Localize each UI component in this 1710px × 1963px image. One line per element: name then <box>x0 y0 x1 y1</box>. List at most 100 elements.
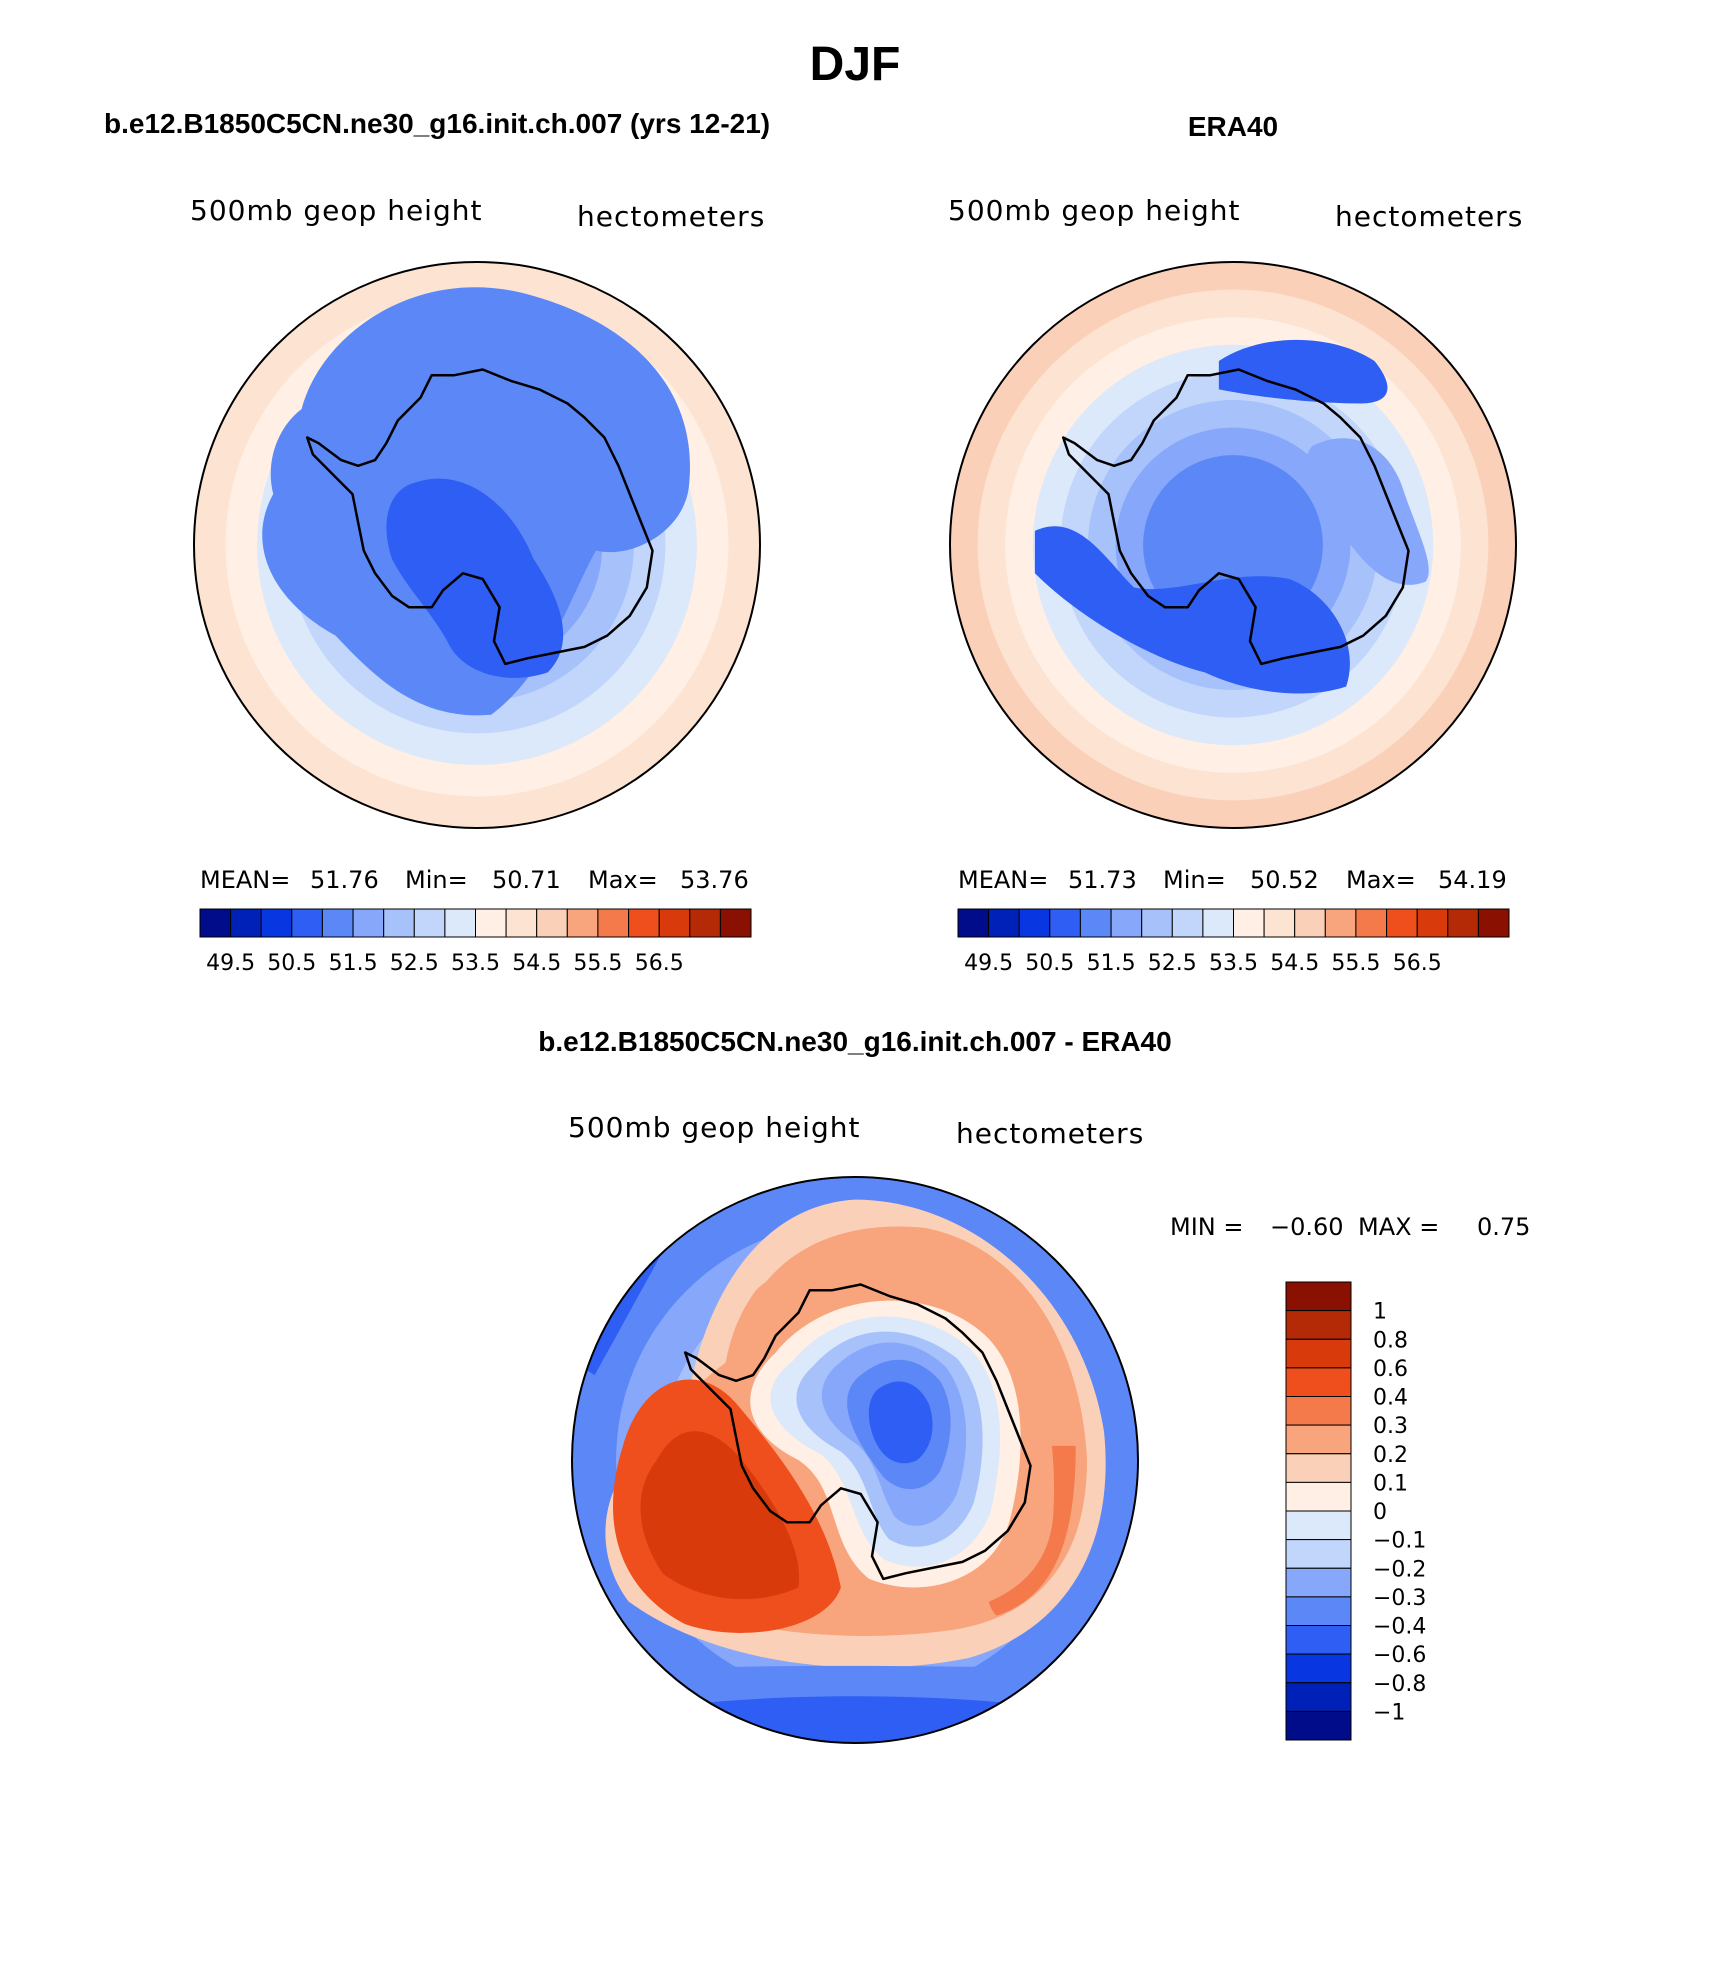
panel-difference-colorbar-box-2 <box>1285 1338 1352 1369</box>
panel-model-colorbar-label-0: 49.5 <box>206 951 255 976</box>
panel-era40-colorbar-box-5 <box>1110 908 1143 938</box>
panel-difference-colorbar-label-1: 0.8 <box>1373 1328 1408 1353</box>
panel-model-min-value: 50.71 <box>492 866 561 894</box>
panel-era40-colorbar-label-4: 53.5 <box>1209 951 1258 976</box>
panel-model-colorbar-box-0 <box>199 908 232 938</box>
panel-difference-colorbar-box-15 <box>1285 1710 1352 1741</box>
panel-model-colorbar-box-3 <box>291 908 323 938</box>
panel-difference: b.e12.B1850C5CN.ne30_g16.init.ch.007 - E… <box>538 1026 1530 1744</box>
panel-model-colorbar-label-3: 52.5 <box>390 951 439 976</box>
panel-era40-colorbar-box-10 <box>1263 908 1296 938</box>
panel-difference-colorbar-box-1 <box>1285 1310 1352 1340</box>
panel-difference-colorbar-box-4 <box>1285 1396 1352 1426</box>
panel-difference-colorbar-box-11 <box>1285 1596 1352 1627</box>
panel-model-colorbar-label-1: 50.5 <box>267 951 316 976</box>
panel-era40-colorbar-label-3: 52.5 <box>1148 951 1197 976</box>
panel-era40-max-label: Max= <box>1346 866 1416 894</box>
panel-difference-colorbar-box-12 <box>1285 1625 1352 1655</box>
panel-difference-min-label: MIN = <box>1170 1213 1243 1241</box>
panel-model-mean-label: MEAN= <box>200 866 290 894</box>
panel-era40-colorbar-box-9 <box>1233 908 1265 938</box>
panel-difference-max-label: MAX = <box>1358 1213 1439 1241</box>
panel-model-map-border <box>193 261 761 829</box>
panel-difference-heading: b.e12.B1850C5CN.ne30_g16.init.ch.007 - E… <box>538 1026 1171 1057</box>
panel-era40-colorbar-box-8 <box>1202 908 1235 938</box>
panel-difference-colorbar-box-13 <box>1285 1653 1352 1684</box>
panel-era40-colorbar-label-7: 56.5 <box>1393 951 1442 976</box>
panel-difference-contour-region-5 <box>640 1431 800 1600</box>
panel-model-colorbar-box-11 <box>536 908 568 938</box>
panel-era40-colorbar-label-1: 50.5 <box>1025 951 1074 976</box>
panel-difference-contour-region-14 <box>656 1696 1054 1743</box>
panel-difference-units: hectometers <box>956 1117 1144 1150</box>
panel-era40-contour-region-2 <box>1218 339 1388 404</box>
panel-era40-contour-region-0 <box>1306 438 1429 585</box>
panel-model-field-label: 500mb geop height <box>190 194 482 227</box>
panel-model-colorbar-box-8 <box>444 908 476 938</box>
panel-era40-mean-value: 51.73 <box>1068 866 1137 894</box>
panel-difference-colorbar-label-11: −0.4 <box>1373 1615 1426 1640</box>
panel-era40-map-border <box>949 261 1517 829</box>
panel-model-colorbar-box-6 <box>383 908 415 938</box>
panel-model-colorbar-label-2: 51.5 <box>329 951 378 976</box>
panel-model-colorbar-label-7: 56.5 <box>635 951 684 976</box>
panel-era40-colorbar-label-2: 51.5 <box>1087 951 1136 976</box>
panel-difference-colorbar-label-5: 0.2 <box>1373 1443 1408 1468</box>
panel-era40-colorbar-box-12 <box>1324 908 1357 938</box>
panel-difference-stats: MIN = −0.60 MAX = 0.75 <box>1170 1213 1530 1241</box>
panel-era40-contour-region-1 <box>1034 526 1350 694</box>
panel-model-polar-map <box>194 262 760 828</box>
panel-era40-antarctica-coastline <box>1061 368 1410 666</box>
panel-difference-polar-map <box>572 1177 1138 1743</box>
panel-difference-colorbar-box-14 <box>1285 1682 1352 1712</box>
figure-title: DJF <box>810 38 901 91</box>
panel-difference-colorbar-label-8: −0.1 <box>1373 1529 1426 1554</box>
panel-era40-colorbar-box-3 <box>1049 908 1081 938</box>
panel-difference-colorbar-box-9 <box>1285 1539 1352 1569</box>
panel-model-colorbar-box-10 <box>505 908 538 938</box>
panel-model-colorbar-box-2 <box>260 908 293 938</box>
panel-model-units: hectometers <box>577 200 765 233</box>
panel-model-colorbar-box-7 <box>413 908 446 938</box>
panel-model-colorbar-box-15 <box>658 908 691 938</box>
panel-era40-min-label: Min= <box>1163 866 1226 894</box>
panel-era40-heading: ERA40 <box>1188 111 1278 142</box>
panel-model-antarctica-coastline <box>305 368 654 666</box>
panel-era40: ERA40 500mb geop height hectometers MEAN… <box>948 111 1522 976</box>
panel-difference-max-value: 0.75 <box>1477 1213 1530 1241</box>
panel-model-min-label: Min= <box>405 866 468 894</box>
panel-difference-colorbar-box-3 <box>1285 1367 1352 1398</box>
panel-difference-colorbar-label-10: −0.3 <box>1373 1586 1426 1611</box>
panel-model-colorbar: 49.5 50.5 51.5 52.5 53.5 54.5 55.5 56.5 <box>199 908 752 976</box>
panel-era40-colorbar-box-16 <box>1447 908 1479 938</box>
panel-difference-colorbar-label-14: −1 <box>1373 1700 1405 1725</box>
panel-era40-colorbar-box-2 <box>1018 908 1051 938</box>
panel-era40-colorbar: 49.5 50.5 51.5 52.5 53.5 54.5 55.5 56.5 <box>957 908 1510 976</box>
panel-era40-colorbar-box-17 <box>1477 908 1510 938</box>
panel-difference-colorbar-label-13: −0.8 <box>1373 1672 1426 1697</box>
panel-era40-colorbar-box-14 <box>1386 908 1418 938</box>
panel-model-max-label: Max= <box>588 866 658 894</box>
panel-difference-colorbar-label-0: 1 <box>1373 1300 1387 1325</box>
panel-difference-colorbar-box-8 <box>1285 1510 1352 1541</box>
panel-difference-colorbar-box-7 <box>1285 1481 1352 1512</box>
panel-era40-min-value: 50.52 <box>1250 866 1319 894</box>
panel-model-colorbar-label-6: 55.5 <box>573 951 622 976</box>
panel-era40-colorbar-label-5: 54.5 <box>1270 951 1319 976</box>
panel-era40-mean-label: MEAN= <box>958 866 1048 894</box>
panel-era40-colorbar-box-13 <box>1355 908 1388 938</box>
panel-model-colorbar-box-14 <box>628 908 660 938</box>
panel-era40-colorbar-box-15 <box>1416 908 1449 938</box>
panel-difference-colorbar-box-0 <box>1285 1281 1352 1312</box>
panel-difference-min-value: −0.60 <box>1270 1213 1344 1241</box>
panel-era40-colorbar-label-6: 55.5 <box>1331 951 1380 976</box>
panel-model-contour-region-1 <box>386 478 564 678</box>
panel-era40-stats: MEAN= 51.73 Min= 50.52 Max= 54.19 <box>958 866 1507 894</box>
panel-era40-colorbar-box-6 <box>1141 908 1173 938</box>
panel-era40-field-label: 500mb geop height <box>948 194 1240 227</box>
panel-model-colorbar-label-5: 54.5 <box>512 951 561 976</box>
panel-difference-colorbar-label-6: 0.1 <box>1373 1471 1408 1496</box>
panel-difference-colorbar-label-9: −0.2 <box>1373 1557 1426 1582</box>
panel-era40-colorbar-label-0: 49.5 <box>964 951 1013 976</box>
